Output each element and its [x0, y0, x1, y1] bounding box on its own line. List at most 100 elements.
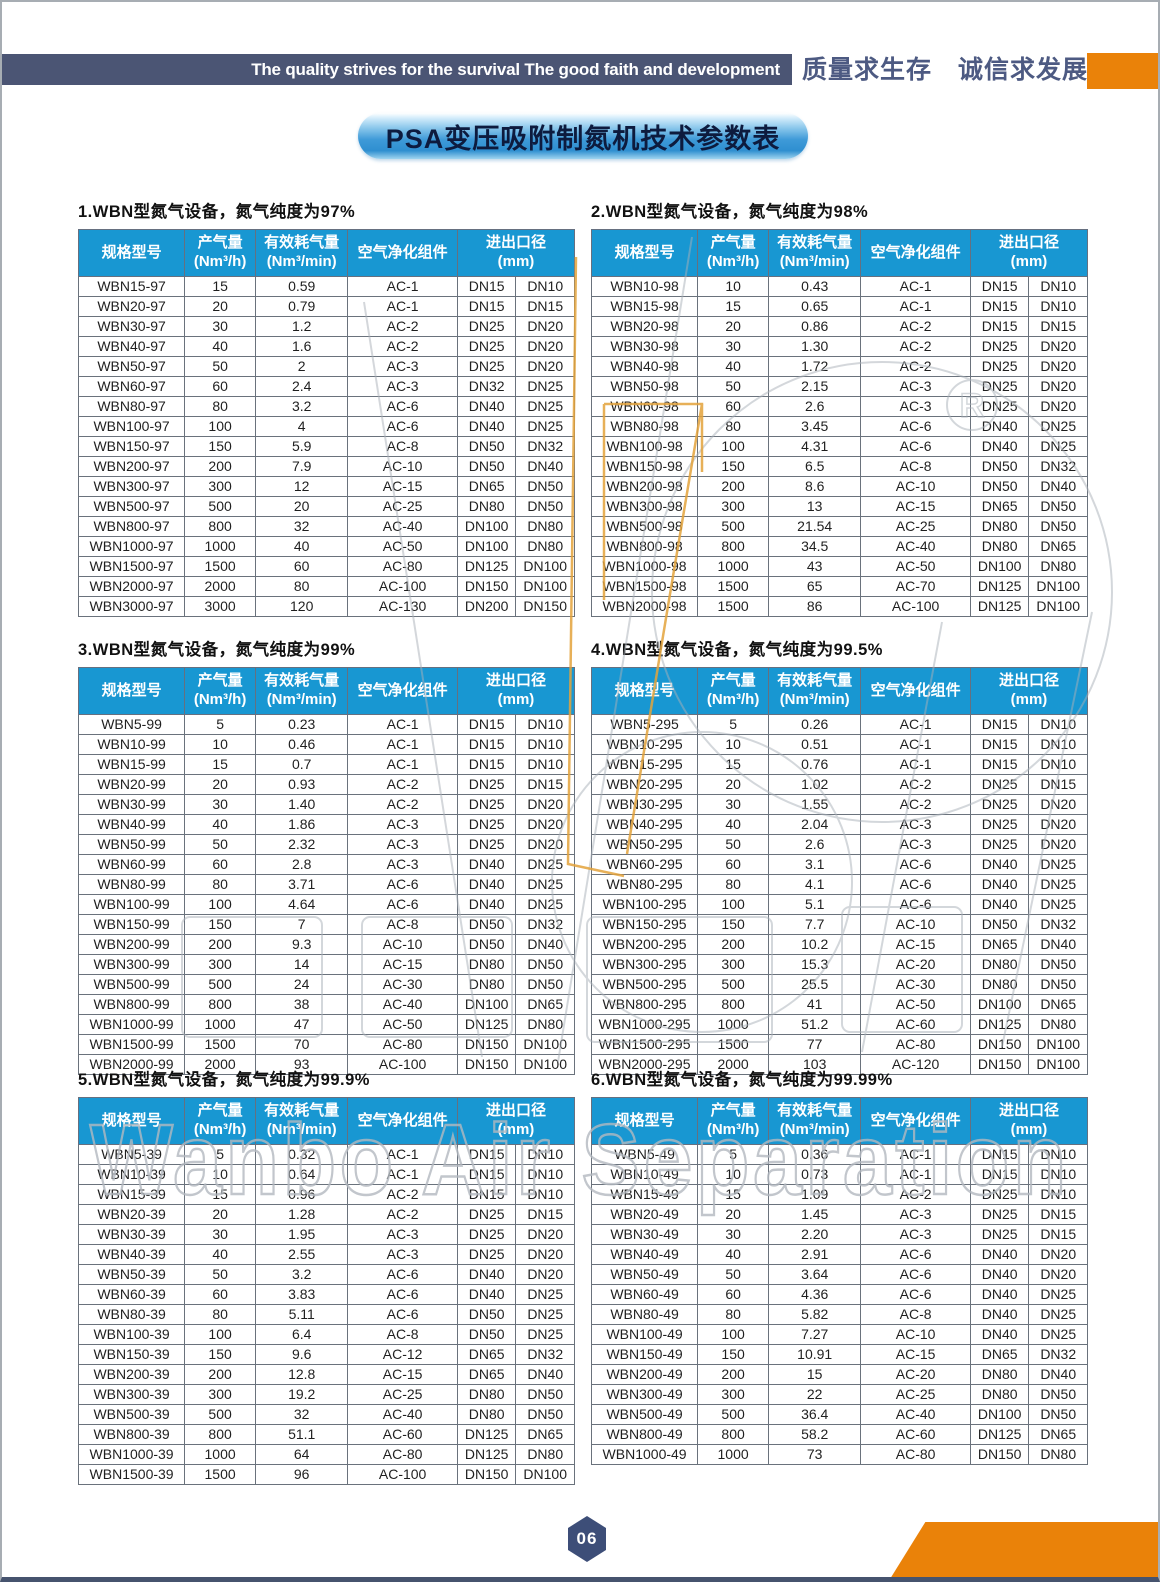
col-header-purifier: 空气净化组件	[347, 1097, 458, 1145]
table-row: WBN60-39 60 3.83 AC-6 DN40 DN25	[77, 1284, 575, 1305]
table-cell: AC-1	[860, 1144, 971, 1165]
table-cell: 0.46	[255, 734, 349, 755]
table-cell: DN80	[515, 516, 575, 537]
table-cell: AC-8	[347, 436, 458, 457]
col-header-capacity: 产气量 (Nm³/h)	[184, 229, 257, 277]
table-cell: WBN1500-39	[77, 1464, 186, 1485]
table-cell: 60	[184, 1284, 257, 1305]
table-cell: DN40	[969, 854, 1030, 875]
table-cell: 7.27	[768, 1324, 862, 1345]
table-cell: 3.1	[768, 854, 862, 875]
table-cell: WBN10-98	[590, 276, 699, 297]
table-cell: WBN500-39	[77, 1404, 186, 1425]
table-cell: AC-2	[347, 794, 458, 815]
table-cell: 2.6	[768, 396, 862, 417]
table-cell: 40	[184, 1244, 257, 1265]
table-cell: 60	[255, 556, 349, 577]
col-header-consumption: 有效耗气量 (Nm³/min)	[255, 229, 349, 277]
table-row: WBN500-295 500 25.5 AC-30 DN80 DN50	[590, 974, 1088, 995]
col-header-ports: 进出口径 (mm)	[456, 1097, 576, 1145]
table-row: WBN100-99 100 4.64 AC-6 DN40 DN25	[77, 894, 575, 915]
table-cell: DN20	[515, 794, 575, 815]
table-cell: AC-3	[860, 814, 971, 835]
spec-table-97: 规格型号 产气量 (Nm³/h) 有效耗气量 (Nm³/min) 空气净化组件 进出…	[77, 229, 576, 617]
table-cell: 0.7	[255, 754, 349, 775]
table-cell: DN40	[456, 396, 517, 417]
table-row: WBN300-49 300 22 AC-25 DN80 DN50	[590, 1384, 1088, 1405]
table-row: WBN20-295 20 1.02 AC-2 DN25 DN15	[590, 774, 1088, 795]
table-cell: WBN80-39	[77, 1304, 186, 1325]
table-cell: DN15	[515, 296, 575, 317]
table-cell: DN25	[456, 834, 517, 855]
table-cell: DN25	[969, 396, 1030, 417]
table-cell: WBN50-97	[77, 356, 186, 377]
table-cell: 0.59	[255, 276, 349, 297]
table-cell: 300	[184, 1384, 257, 1405]
table-cell: 51.1	[255, 1424, 349, 1445]
table-cell: DN25	[515, 874, 575, 895]
table-cell: WBN100-49	[590, 1324, 699, 1345]
table-cell: 2.6	[768, 834, 862, 855]
col-header-consumption: 有效耗气量 (Nm³/min)	[768, 229, 862, 277]
table-cell: 24	[255, 974, 349, 995]
table-cell: WBN200-295	[590, 934, 699, 955]
table-cell: DN150	[969, 1444, 1030, 1465]
table-cell: DN15	[515, 1204, 575, 1225]
table-row: WBN5-39 5 0.32 AC-1 DN15 DN10	[77, 1144, 575, 1165]
table-cell: AC-6	[860, 874, 971, 895]
table-cell: DN15	[969, 714, 1030, 735]
table-cell: WBN15-98	[590, 296, 699, 317]
table-row: WBN1500-295 1500 77 AC-80 DN150 DN100	[590, 1034, 1088, 1055]
table-cell: AC-6	[860, 416, 971, 437]
table-cell: DN65	[969, 934, 1030, 955]
table-row: WBN1000-98 1000 43 AC-50 DN100 DN80	[590, 556, 1088, 577]
table-row: WBN500-49 500 36.4 AC-40 DN100 DN50	[590, 1404, 1088, 1425]
table-cell: DN10	[1028, 754, 1088, 775]
table-cell: AC-10	[347, 456, 458, 477]
table-cell: DN125	[969, 596, 1030, 617]
table-cell: 30	[697, 336, 770, 357]
table-cell: 64	[255, 1444, 349, 1465]
table-cell: 80	[697, 874, 770, 895]
table-cell: AC-40	[347, 1404, 458, 1425]
table-cell: 12	[255, 476, 349, 497]
page-number: 06	[576, 1529, 598, 1548]
table-cell: AC-2	[860, 774, 971, 795]
table-row: WBN2000-97 2000 80 AC-100 DN150 DN100	[77, 576, 575, 597]
table-cell: DN80	[1028, 1444, 1088, 1465]
table-row: WBN150-39 150 9.6 AC-12 DN65 DN32	[77, 1344, 575, 1365]
table-row: WBN1000-99 1000 47 AC-50 DN125 DN80	[77, 1014, 575, 1035]
table-cell: DN25	[1028, 874, 1088, 895]
table-cell: DN40	[969, 894, 1030, 915]
table-cell: 2.32	[255, 834, 349, 855]
table-cell: DN65	[969, 1344, 1030, 1365]
table-cell: AC-12	[347, 1344, 458, 1365]
table-cell: DN25	[456, 814, 517, 835]
table-cell: WBN1500-97	[77, 556, 186, 577]
table-cell: WBN50-49	[590, 1264, 699, 1285]
table-cell: DN25	[1028, 436, 1088, 457]
table-cell: 2000	[697, 1054, 770, 1075]
table-cell: AC-15	[860, 496, 971, 517]
col-header-consumption: 有效耗气量 (Nm³/min)	[255, 1097, 349, 1145]
table-cell: DN15	[969, 316, 1030, 337]
table-cell: WBN1000-295	[590, 1014, 699, 1035]
table-cell: DN15	[969, 276, 1030, 297]
table-cell: 70	[255, 1034, 349, 1055]
table-cell: DN15	[456, 714, 517, 735]
table-cell: DN80	[456, 1384, 517, 1405]
table-cell: 100	[697, 1324, 770, 1345]
footer-orange-shape	[890, 1522, 1158, 1577]
table-cell: DN25	[456, 1244, 517, 1265]
table-row: WBN20-99 20 0.93 AC-2 DN25 DN15	[77, 774, 575, 795]
table-cell: DN32	[1028, 456, 1088, 477]
table-cell: 1.95	[255, 1224, 349, 1245]
table-cell: WBN10-39	[77, 1164, 186, 1185]
table-cell: 2.55	[255, 1244, 349, 1265]
table-cell: 40	[697, 1244, 770, 1265]
table-section-97: 1.WBN型氮气设备，氮气纯度为97% 规格型号 产气量 (Nm³/h) 有效耗气…	[77, 202, 576, 617]
table-cell: DN10	[1028, 1184, 1088, 1205]
table-cell: AC-6	[347, 1284, 458, 1305]
table-cell: WBN80-99	[77, 874, 186, 895]
table-cell: WBN30-49	[590, 1224, 699, 1245]
